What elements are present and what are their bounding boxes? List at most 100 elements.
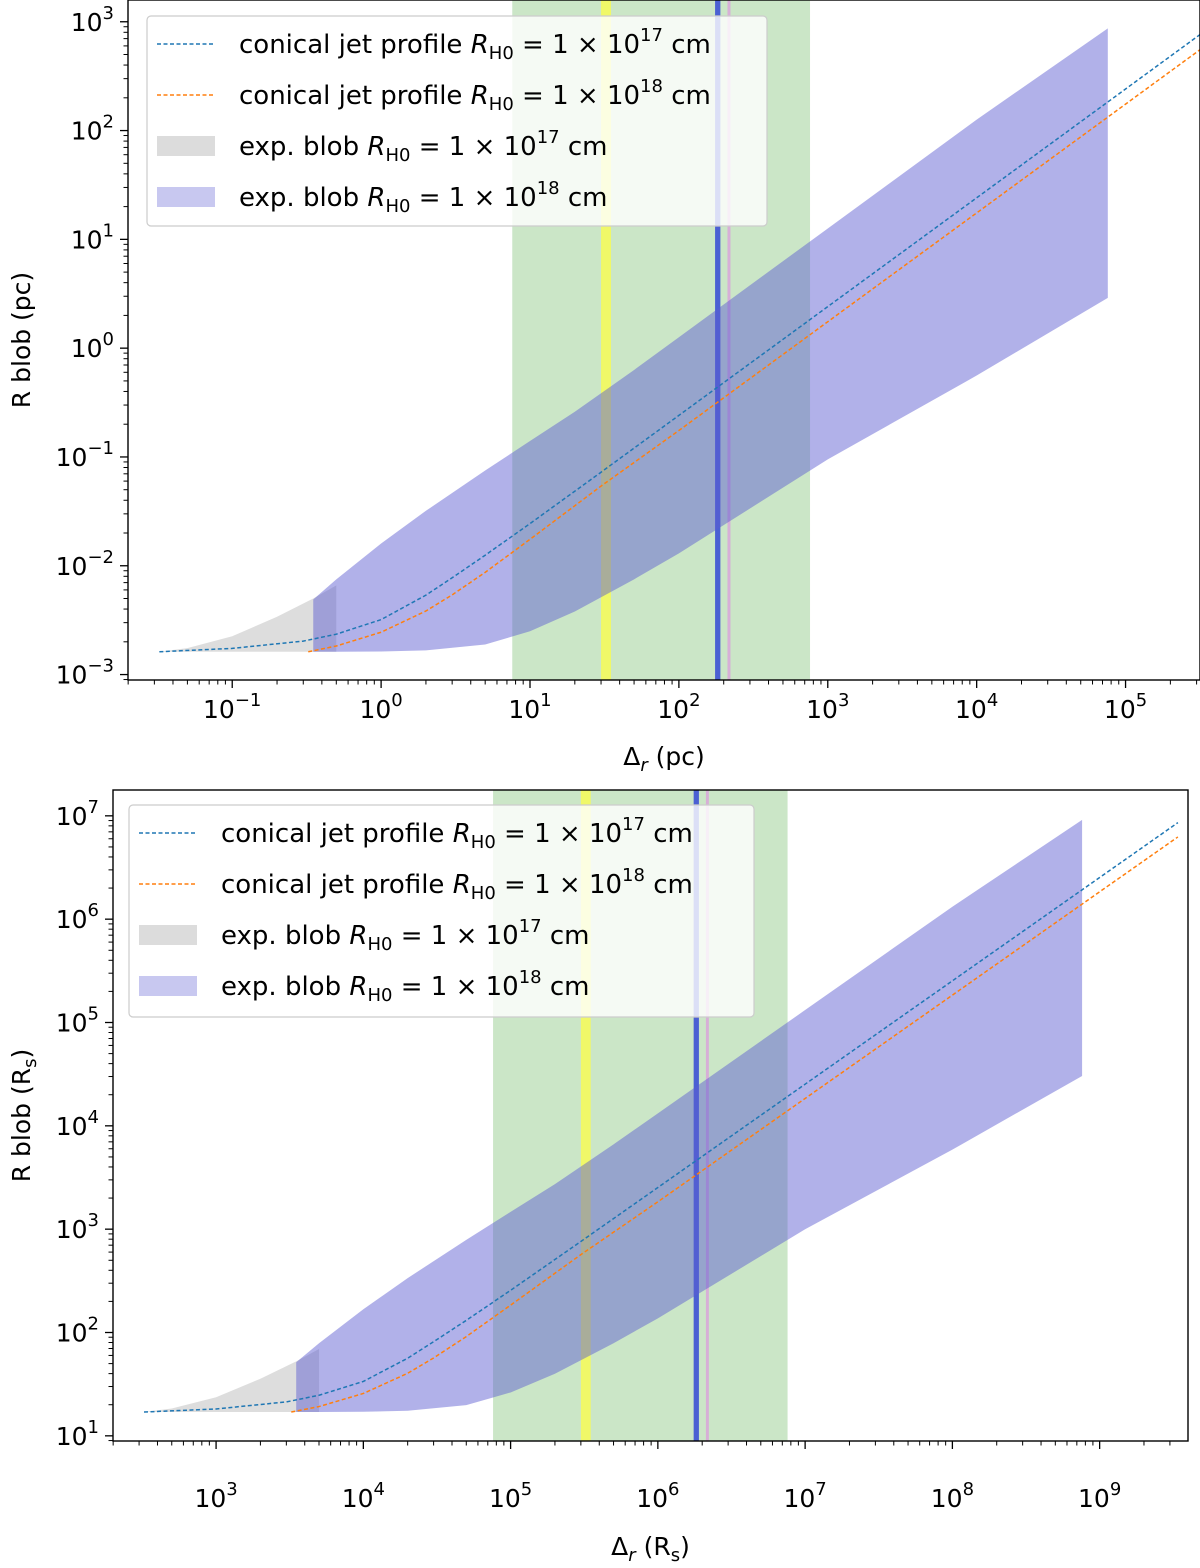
y-tick-base: 10 (56, 1112, 88, 1141)
yellow-band (601, 0, 612, 680)
legend-math: R (471, 30, 489, 60)
y-tick-label: 10−3 (56, 656, 114, 690)
y-tick-exp: −1 (87, 438, 114, 459)
x-label-unit-sub: s (671, 1545, 680, 1563)
pink-line-band (727, 0, 731, 680)
x-tick-exp: 9 (1110, 1479, 1121, 1500)
y-tick-label: 104 (56, 1107, 99, 1141)
legend-sub: H0 (489, 94, 514, 115)
exp-blob-1e17 (144, 1348, 320, 1413)
x-tick-base: 10 (955, 695, 987, 724)
x-tick-exp: 5 (1136, 690, 1147, 711)
x-tick-base: 10 (359, 695, 391, 724)
x-tick-base: 10 (203, 695, 235, 724)
y-label-main: R blob (R (7, 1068, 36, 1182)
x-tick-label: 101 (508, 690, 551, 724)
y-tick-exp: 1 (103, 220, 114, 241)
y-tick-exp: 6 (88, 900, 99, 921)
legend-label: exp. blob RH0 = 1 × 1017 cm (239, 127, 608, 166)
x-tick-exp: −1 (235, 690, 262, 711)
legend-math: R (453, 870, 471, 900)
x-axis-label: Δr (pc) (623, 742, 705, 776)
x-tick-base: 10 (1078, 1484, 1110, 1513)
legend-sup: 18 (537, 178, 560, 199)
legend-eq: = 1 × 10 (514, 30, 640, 60)
x-tick-label: 102 (657, 690, 700, 724)
x-tick-label: 105 (1104, 690, 1147, 724)
y-tick-base: 10 (56, 1319, 88, 1348)
legend-sub: H0 (489, 43, 514, 64)
x-tick-label: 106 (636, 1479, 679, 1513)
legend-box (146, 15, 768, 227)
legend-unit: cm (645, 870, 693, 900)
y-axis-label: R blob (pc) (7, 272, 36, 408)
legend-label: exp. blob RH0 = 1 × 1017 cm (221, 916, 590, 955)
legend-sup: 18 (622, 865, 645, 886)
legend-label: exp. blob RH0 = 1 × 1018 cm (239, 178, 608, 217)
legend: conical jet profile RH0 = 1 × 1017 cmcon… (146, 15, 768, 227)
pink-line-band (705, 790, 709, 1441)
legend-text: exp. blob (239, 132, 367, 162)
x-tick-base: 10 (931, 1484, 963, 1513)
x-tick-exp: 1 (540, 690, 551, 711)
legend-sup: 17 (519, 916, 542, 937)
legend-unit: cm (542, 972, 590, 1002)
y-tick-exp: 4 (88, 1107, 99, 1128)
legend-patch-handle (157, 187, 215, 207)
x-tick-label: 103 (194, 1479, 237, 1513)
y-tick-exp: 1 (88, 1417, 99, 1438)
y-tick-exp: −3 (87, 656, 114, 677)
yellow-band (580, 790, 591, 1441)
legend-unit: cm (560, 183, 608, 213)
x-tick-label: 104 (342, 1479, 385, 1513)
legend-sub: H0 (385, 145, 410, 166)
legend-unit: cm (645, 819, 693, 849)
y-tick-exp: 5 (88, 1004, 99, 1025)
legend-patch-handle (157, 136, 215, 156)
legend-eq: = 1 × 10 (392, 972, 518, 1002)
y-tick-base: 10 (56, 1215, 88, 1244)
exp-blob-1e17 (159, 585, 337, 652)
y-tick-exp: 0 (103, 329, 114, 350)
legend-eq: = 1 × 10 (410, 132, 536, 162)
legend-eq: = 1 × 10 (392, 921, 518, 951)
y-tick-exp: 3 (88, 1210, 99, 1231)
legend-text: conical jet profile (221, 819, 453, 849)
legend-sub: H0 (471, 832, 496, 853)
y-tick-label: 10−1 (56, 438, 114, 472)
legend-text: conical jet profile (239, 30, 471, 60)
y-tick-base: 10 (56, 1009, 88, 1038)
x-tick-exp: 6 (668, 1479, 679, 1500)
x-tick-exp: 4 (374, 1479, 385, 1500)
x-tick-label: 103 (806, 690, 849, 724)
x-tick-label: 107 (783, 1479, 826, 1513)
x-tick-base: 10 (342, 1484, 374, 1513)
blue-line-band (693, 790, 699, 1441)
y-label-end: ) (7, 1049, 36, 1059)
y-tick-base: 10 (71, 8, 103, 37)
x-label-unit-end: ) (680, 1532, 690, 1561)
x-axis-label: Δr (Rs) (611, 1532, 690, 1563)
x-tick-base: 10 (806, 695, 838, 724)
legend-patch-handle (139, 976, 197, 996)
y-tick-label: 105 (56, 1004, 99, 1038)
legend-eq: = 1 × 10 (514, 81, 640, 111)
y-tick-label: 103 (71, 3, 114, 37)
legend-unit: cm (542, 921, 590, 951)
x-label-sub: r (628, 1545, 637, 1563)
exp-blob-1e18 (313, 28, 1108, 652)
y-tick-base: 10 (56, 443, 88, 472)
x-label-unit: (pc) (648, 742, 705, 771)
y-tick-label: 10−2 (56, 547, 114, 581)
y-tick-base: 10 (56, 802, 88, 831)
legend-math: R (367, 132, 385, 162)
y-tick-label: 101 (71, 220, 114, 254)
legend-sup: 18 (640, 76, 663, 97)
legend-sup: 17 (537, 127, 560, 148)
legend-text: exp. blob (239, 183, 367, 213)
legend-unit: cm (560, 132, 608, 162)
y-tick-exp: 7 (88, 797, 99, 818)
y-tick-exp: 2 (103, 112, 114, 133)
y-tick-base: 10 (56, 905, 88, 934)
